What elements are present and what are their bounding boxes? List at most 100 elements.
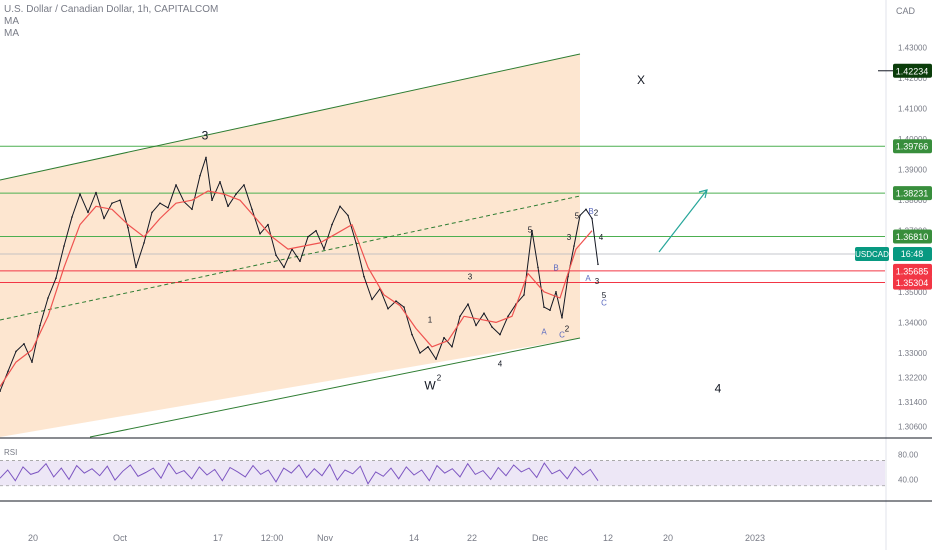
price-point bbox=[411, 333, 413, 336]
price-point bbox=[579, 214, 581, 217]
price-point bbox=[119, 199, 121, 201]
wave-label: 3 bbox=[468, 273, 473, 282]
price-point bbox=[135, 266, 137, 269]
channel-upper-line bbox=[0, 53, 581, 181]
ticker-tag bbox=[855, 247, 889, 261]
price-point bbox=[339, 205, 341, 208]
price-point bbox=[499, 333, 501, 336]
wave-label: A bbox=[585, 274, 591, 283]
price-point bbox=[111, 202, 113, 204]
price-label-box bbox=[893, 186, 932, 201]
price-label: 1.39766 bbox=[896, 142, 929, 152]
price-point bbox=[167, 207, 169, 209]
x-tick-label: 20 bbox=[663, 533, 673, 543]
ma-legend-2[interactable]: MA bbox=[4, 28, 19, 39]
price-point bbox=[243, 184, 245, 186]
price-point bbox=[549, 309, 551, 312]
channel-fill bbox=[0, 54, 580, 437]
projection-arrow-head bbox=[698, 189, 708, 199]
price-point bbox=[419, 352, 421, 354]
y-tick-label: 1.43000 bbox=[898, 43, 927, 52]
price-point bbox=[483, 312, 485, 315]
y-tick-label: 1.34000 bbox=[898, 318, 927, 327]
price-label: 1.36810 bbox=[896, 232, 929, 242]
wave-label: 3 bbox=[202, 129, 209, 143]
price-point bbox=[175, 184, 177, 186]
ma-series-line bbox=[0, 190, 593, 387]
wave-label: 5 bbox=[575, 212, 580, 221]
price-point bbox=[191, 208, 193, 211]
price-label-box bbox=[893, 263, 932, 278]
price-point bbox=[507, 315, 509, 318]
wave-label: W bbox=[424, 379, 436, 393]
y-tick-label: 1.30600 bbox=[898, 422, 927, 431]
price-point bbox=[537, 266, 539, 269]
price-point bbox=[199, 174, 201, 177]
x-tick-label: 12 bbox=[603, 533, 613, 543]
x-tick-label: 22 bbox=[467, 533, 477, 543]
countdown-label: 16:48 bbox=[901, 249, 924, 259]
price-point bbox=[47, 297, 49, 299]
price-point bbox=[0, 390, 1, 392]
price-point bbox=[143, 242, 145, 244]
price-point bbox=[7, 370, 9, 373]
price-point bbox=[387, 307, 389, 310]
y-tick-label: 1.41000 bbox=[898, 105, 927, 114]
price-point bbox=[371, 298, 373, 301]
x-tick-label: 17 bbox=[213, 533, 223, 543]
price-point bbox=[211, 199, 213, 201]
x-tick-label: Nov bbox=[317, 533, 334, 543]
projection-arrow-line bbox=[658, 189, 708, 253]
wave-label: 4 bbox=[715, 382, 722, 396]
ma-legend-1[interactable]: MA bbox=[4, 16, 19, 27]
wave-label: C bbox=[559, 331, 565, 340]
price-point bbox=[523, 294, 525, 296]
price-label: 1.42234 bbox=[896, 66, 929, 76]
price-point bbox=[235, 193, 237, 195]
price-point bbox=[87, 211, 89, 214]
x-tick-label: 20 bbox=[28, 533, 38, 543]
price-point bbox=[573, 245, 575, 247]
price-label: 1.35304 bbox=[896, 278, 929, 288]
price-point bbox=[561, 317, 563, 319]
price-point bbox=[395, 300, 397, 302]
price-point bbox=[459, 315, 461, 318]
rsi-line bbox=[0, 462, 599, 485]
price-point bbox=[39, 324, 41, 327]
price-point bbox=[259, 233, 261, 235]
x-tick-label: 2023 bbox=[745, 533, 765, 543]
wave-label: 4 bbox=[599, 233, 604, 242]
price-label-box bbox=[893, 229, 932, 244]
rsi-tick-label: 40.00 bbox=[898, 475, 919, 484]
ticker-label: USDCAD bbox=[855, 250, 889, 259]
y-tick-label: 1.38000 bbox=[898, 196, 927, 205]
price-point bbox=[63, 245, 65, 247]
price-point bbox=[299, 260, 301, 263]
price-point bbox=[31, 361, 33, 363]
channel-mid-line bbox=[0, 195, 581, 321]
y-tick-label: 1.31400 bbox=[898, 398, 927, 407]
price-point bbox=[435, 358, 437, 360]
price-point bbox=[555, 291, 557, 293]
price-point bbox=[347, 214, 349, 217]
rsi-band bbox=[0, 460, 885, 486]
wave-label: 2 bbox=[437, 374, 442, 383]
wave-label: 3 bbox=[595, 277, 600, 286]
wave-label: X bbox=[637, 73, 645, 87]
price-point bbox=[227, 205, 229, 208]
x-tick-label: Dec bbox=[532, 533, 549, 543]
wave-label: 4 bbox=[498, 360, 503, 369]
price-point bbox=[531, 229, 533, 232]
price-point bbox=[475, 324, 477, 327]
price-point bbox=[219, 181, 221, 183]
symbol-title[interactable]: U.S. Dollar / Canadian Dollar, 1h, CAPIT… bbox=[4, 4, 219, 15]
x-tick-label: 14 bbox=[409, 533, 419, 543]
price-point bbox=[23, 343, 25, 345]
y-tick-label: 1.32200 bbox=[898, 373, 927, 382]
price-point bbox=[403, 306, 405, 308]
y-tick-label: 1.35000 bbox=[898, 288, 927, 297]
price-point bbox=[15, 350, 17, 353]
price-label: 1.38231 bbox=[896, 189, 929, 199]
